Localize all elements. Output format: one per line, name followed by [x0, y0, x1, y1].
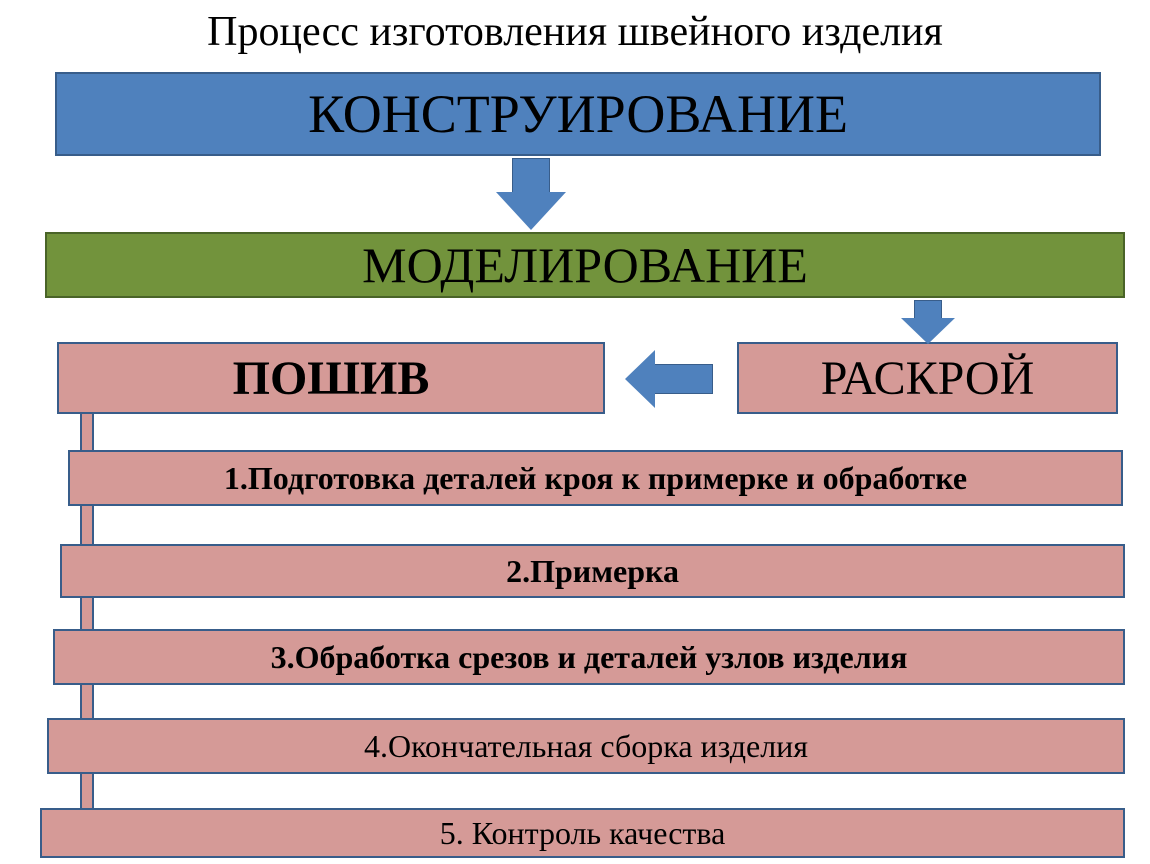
- connector-4: [80, 685, 94, 721]
- block-sew: ПОШИВ: [57, 342, 605, 414]
- block-step1: 1.Подготовка деталей кроя к примерке и о…: [68, 450, 1123, 506]
- page-title: Процесс изготовления швейного изделия: [0, 0, 1150, 62]
- block-step3: 3.Обработка срезов и деталей узлов издел…: [53, 629, 1125, 685]
- arrow-down-icon: [901, 300, 955, 344]
- block-step1-label: 1.Подготовка деталей кроя к примерке и о…: [224, 460, 967, 497]
- block-step2: 2.Примерка: [60, 544, 1125, 598]
- block-cut: РАСКРОЙ: [737, 342, 1118, 414]
- block-step4: 4.Окончательная сборка изделия: [47, 718, 1125, 774]
- connector-1: [80, 414, 94, 454]
- block-model: МОДЕЛИРОВАНИЕ: [45, 232, 1125, 298]
- block-step2-label: 2.Примерка: [506, 553, 679, 590]
- arrow-down-icon: [496, 158, 566, 230]
- title-text: Процесс изготовления швейного изделия: [207, 9, 943, 55]
- block-step5-label: 5. Контроль качества: [440, 815, 726, 852]
- block-cut-label: РАСКРОЙ: [821, 351, 1034, 406]
- block-step4-label: 4.Окончательная сборка изделия: [364, 728, 808, 765]
- connector-2: [80, 506, 94, 546]
- block-step5: 5. Контроль качества: [40, 808, 1125, 858]
- block-construct: КОНСТРУИРОВАНИЕ: [55, 72, 1101, 156]
- arrow-left-icon: [625, 350, 713, 408]
- block-model-label: МОДЕЛИРОВАНИЕ: [362, 236, 808, 294]
- block-construct-label: КОНСТРУИРОВАНИЕ: [308, 83, 848, 145]
- block-step3-label: 3.Обработка срезов и деталей узлов издел…: [271, 639, 908, 676]
- connector-3: [80, 598, 94, 632]
- block-sew-label: ПОШИВ: [233, 351, 430, 406]
- connector-5: [80, 774, 94, 810]
